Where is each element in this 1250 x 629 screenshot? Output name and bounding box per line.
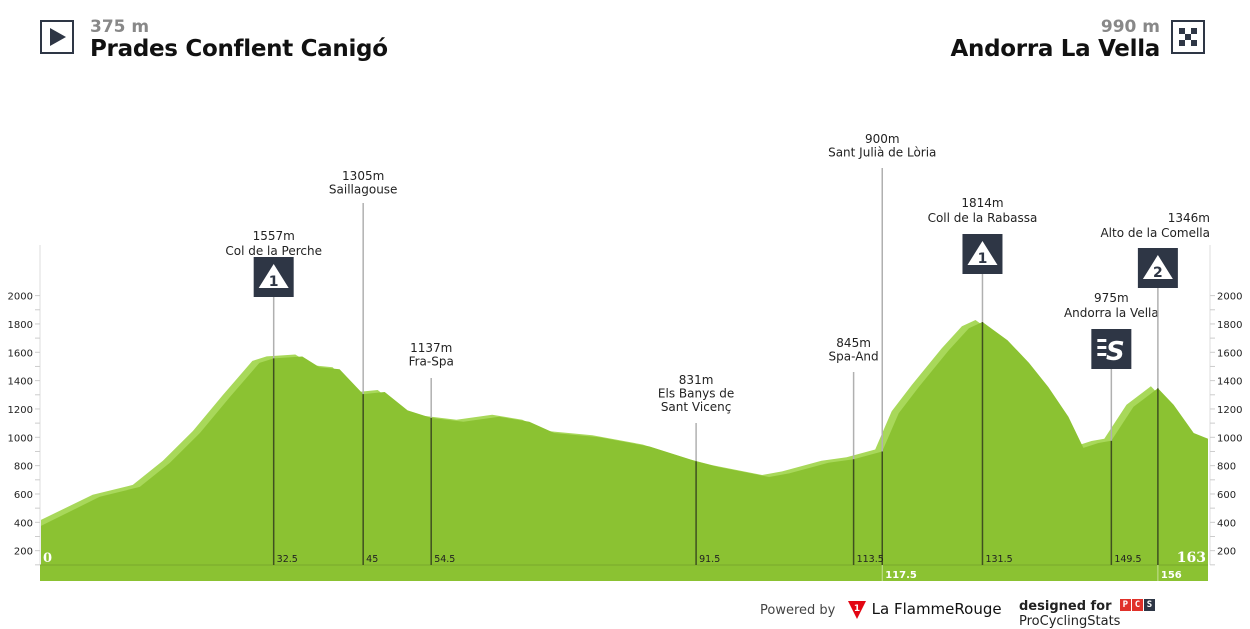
marker-name: Els Banys de bbox=[658, 387, 734, 401]
pcs-brand[interactable]: ProCyclingStats bbox=[1019, 614, 1121, 629]
y-tick-label-left: 600 bbox=[14, 490, 33, 501]
y-tick-label-right: 400 bbox=[1217, 518, 1236, 529]
y-tick-label-left: 2000 bbox=[8, 292, 33, 303]
km-label: 149.5 bbox=[1114, 554, 1141, 565]
y-tick-label-left: 200 bbox=[14, 547, 33, 558]
y-tick-label-right: 1000 bbox=[1217, 433, 1242, 444]
marker-altitude: 900m bbox=[865, 132, 900, 146]
km-label: 113.5 bbox=[857, 554, 884, 565]
km-label-bottom: 117.5 bbox=[885, 570, 917, 581]
y-tick-label-left: 1200 bbox=[8, 405, 33, 416]
y-tick-label-right: 1400 bbox=[1217, 377, 1242, 388]
y-tick-label-right: 2000 bbox=[1217, 292, 1242, 303]
y-tick-label-right: 600 bbox=[1217, 490, 1236, 501]
marker-name: Sant Julià de Lòria bbox=[828, 146, 936, 160]
y-tick-label-left: 1600 bbox=[8, 348, 33, 359]
km-bar bbox=[40, 565, 1208, 581]
marker-name: Coll de la Rabassa bbox=[928, 211, 1038, 225]
marker-altitude: 1346m bbox=[1168, 211, 1210, 225]
km-label-bottom: 156 bbox=[1161, 570, 1182, 581]
sprint-icon: S bbox=[1106, 337, 1125, 367]
marker-name: Sant Vicenç bbox=[661, 400, 732, 414]
start-name: Prades Conflent Canigó bbox=[90, 36, 388, 62]
km-label: 91.5 bbox=[699, 554, 720, 565]
climb-category: 1 bbox=[978, 251, 988, 267]
profile-area bbox=[41, 322, 1208, 565]
marker-altitude: 1137m bbox=[410, 341, 452, 355]
y-tick-label-right: 1600 bbox=[1217, 348, 1242, 359]
powered-by: Powered by 1 La FlammeRouge bbox=[760, 599, 1002, 619]
km-label-finish: 163 bbox=[1177, 550, 1206, 566]
start-icon bbox=[40, 20, 74, 54]
km-label: 32.5 bbox=[277, 554, 298, 565]
finish-name: Andorra La Vella bbox=[950, 36, 1161, 62]
finish-header: 990 m Andorra La Vella bbox=[950, 17, 1161, 62]
marker-altitude: 831m bbox=[679, 373, 714, 387]
km-label: 131.5 bbox=[985, 554, 1012, 565]
svg-text:1: 1 bbox=[853, 604, 859, 614]
start-altitude: 375 m bbox=[90, 17, 150, 37]
finish-altitude: 990 m bbox=[1100, 17, 1160, 37]
marker-name: Fra-Spa bbox=[409, 355, 454, 369]
y-tick-label-right: 1800 bbox=[1217, 320, 1242, 331]
marker-name: Spa-And bbox=[829, 350, 879, 364]
y-tick-label-right: 800 bbox=[1217, 462, 1236, 473]
marker-altitude: 1557m bbox=[253, 229, 295, 243]
km-label-start: 0 bbox=[43, 551, 52, 566]
y-tick-label-right: 200 bbox=[1217, 547, 1236, 558]
mountain-icon bbox=[258, 264, 289, 288]
km-label: 45 bbox=[366, 554, 378, 565]
powered-by-label: Powered by bbox=[760, 603, 836, 618]
marker-altitude: 845m bbox=[836, 336, 871, 350]
marker-altitude: 1305m bbox=[342, 169, 384, 183]
mountain-icon bbox=[967, 241, 998, 265]
y-tick-label-left: 1000 bbox=[8, 433, 33, 444]
sprint-icon-bar bbox=[1097, 339, 1107, 342]
checkered-flag-icon bbox=[1171, 20, 1205, 54]
climb-category: 1 bbox=[269, 274, 279, 290]
y-tick-label-right: 1200 bbox=[1217, 405, 1242, 416]
marker-name: Saillagouse bbox=[329, 183, 398, 197]
marker-name: Col de la Perche bbox=[225, 244, 322, 258]
sprint-icon-bar bbox=[1097, 353, 1107, 356]
climb-category: 2 bbox=[1153, 265, 1163, 281]
marker-name: Alto de la Comella bbox=[1100, 226, 1210, 240]
marker-name: Andorra la Vella bbox=[1064, 306, 1159, 320]
marker-altitude: 975m bbox=[1094, 291, 1129, 305]
y-tick-label-left: 400 bbox=[14, 518, 33, 529]
y-tick-label-left: 800 bbox=[14, 462, 33, 473]
start-header: 375 m Prades Conflent Canigó bbox=[90, 18, 388, 62]
y-tick-label-left: 1400 bbox=[8, 377, 33, 388]
pcs-logo-icon: PCS bbox=[1119, 599, 1156, 611]
designed-for-label: designed for bbox=[1019, 599, 1112, 614]
flamme-rouge-brand[interactable]: La FlammeRouge bbox=[871, 600, 1002, 618]
y-tick-label-left: 1800 bbox=[8, 320, 33, 331]
marker-altitude: 1814m bbox=[961, 196, 1003, 210]
flamme-rouge-logo-icon: 1 bbox=[847, 601, 866, 619]
sprint-icon-bar bbox=[1097, 346, 1107, 349]
km-label: 54.5 bbox=[434, 554, 455, 565]
mountain-icon bbox=[1142, 255, 1173, 279]
